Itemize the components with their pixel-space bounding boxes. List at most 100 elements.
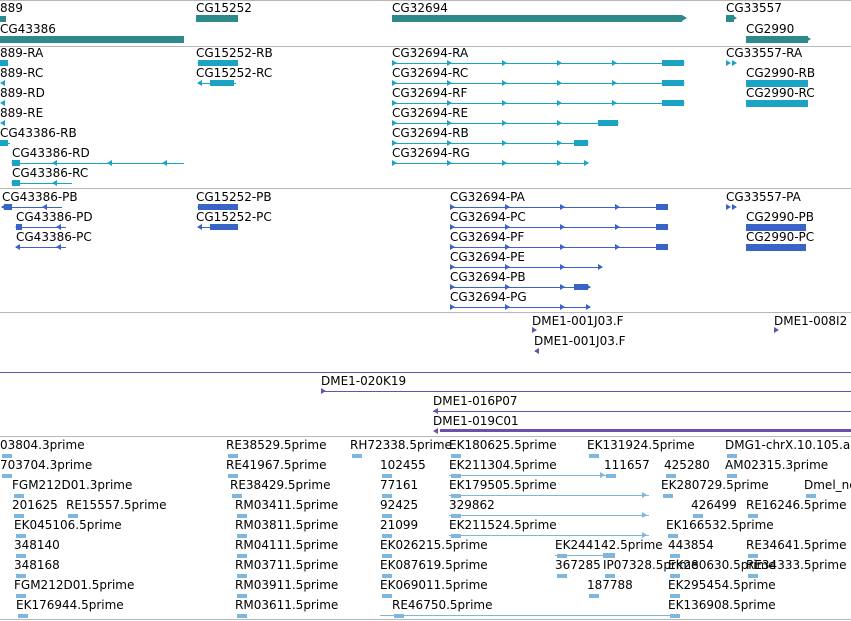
est-block[interactable]: [382, 534, 392, 538]
feature-label[interactable]: CG2990: [746, 22, 795, 36]
feature-label[interactable]: EK166532.5prime: [666, 518, 774, 532]
feature-label[interactable]: EK131924.5prime: [587, 438, 695, 452]
feature-label[interactable]: EK180625.5prime: [449, 438, 557, 452]
feature-label[interactable]: CG43386-RB: [0, 126, 77, 140]
gene-block[interactable]: [392, 15, 682, 22]
est-block[interactable]: [237, 554, 247, 558]
feature-label[interactable]: DME1-001J03.F: [532, 314, 624, 328]
feature-label[interactable]: 77161: [380, 478, 419, 492]
feature-label[interactable]: 348140: [14, 538, 60, 552]
exon-block[interactable]: [662, 100, 684, 106]
exon-block[interactable]: [0, 60, 8, 66]
est-block[interactable]: [382, 474, 392, 478]
exon-block[interactable]: [12, 160, 20, 166]
feature-label[interactable]: CG32694-RC: [392, 66, 469, 80]
feature-label[interactable]: CG32694-PC: [450, 210, 526, 224]
feature-label[interactable]: 367285: [555, 558, 601, 572]
est-block[interactable]: [237, 614, 247, 618]
feature-label[interactable]: Dmel_ne: [804, 478, 851, 492]
exon-block[interactable]: [210, 224, 238, 230]
feature-label[interactable]: 92425: [380, 498, 419, 512]
est-block[interactable]: [232, 494, 242, 498]
feature-label[interactable]: 21099: [380, 518, 419, 532]
feature-block[interactable]: [440, 429, 851, 432]
feature-label[interactable]: CG15252-RC: [196, 66, 273, 80]
est-block[interactable]: [228, 454, 238, 458]
feature-label[interactable]: EK211524.5prime: [449, 518, 557, 532]
feature-label[interactable]: RH72338.5prime: [350, 438, 452, 452]
feature-label[interactable]: CG15252-PC: [196, 210, 272, 224]
feature-block[interactable]: [0, 16, 6, 22]
est-block[interactable]: [382, 594, 392, 598]
est-block[interactable]: [2, 454, 12, 458]
feature-label[interactable]: 889-RE: [0, 106, 44, 120]
exon-block[interactable]: [12, 180, 20, 186]
est-block[interactable]: [666, 474, 676, 478]
est-block[interactable]: [451, 454, 461, 458]
feature-label[interactable]: 889-RC: [0, 66, 44, 80]
est-block[interactable]: [693, 514, 703, 518]
est-block[interactable]: [670, 554, 680, 558]
exon-block[interactable]: [198, 60, 238, 66]
est-block[interactable]: [670, 574, 680, 578]
feature-label[interactable]: CG32694-PB: [450, 270, 526, 284]
feature-label[interactable]: DME1-001J03.F: [534, 334, 626, 348]
feature-label[interactable]: CG33557-PA: [726, 190, 801, 204]
feature-label[interactable]: EK176944.5prime: [16, 598, 124, 612]
feature-label[interactable]: RE38529.5prime: [226, 438, 327, 452]
feature-label[interactable]: CG33557-RA: [726, 46, 803, 60]
est-block[interactable]: [589, 594, 599, 598]
est-block[interactable]: [237, 534, 247, 538]
feature-label[interactable]: CG2990-PC: [746, 230, 815, 244]
feature-label[interactable]: 425280: [664, 458, 710, 472]
est-block[interactable]: [606, 474, 616, 478]
feature-label[interactable]: CG32694-PF: [450, 230, 525, 244]
feature-label[interactable]: EK087619.5prime: [380, 558, 488, 572]
gene-block[interactable]: [746, 36, 808, 43]
exon-block[interactable]: [746, 80, 808, 87]
feature-label[interactable]: RM03711.5prime: [235, 558, 339, 572]
feature-label[interactable]: EK179505.5prime: [449, 478, 557, 492]
feature-label[interactable]: 889-RD: [0, 86, 45, 100]
feature-label[interactable]: CG43386-PB: [2, 190, 78, 204]
feature-label[interactable]: RE34333.5prime: [746, 558, 847, 572]
feature-label[interactable]: 703704.3prime: [0, 458, 93, 472]
est-block[interactable]: [748, 554, 758, 558]
feature-label[interactable]: EK244142.5prime: [555, 538, 663, 552]
feature-block[interactable]: [726, 15, 734, 22]
feature-label[interactable]: IP07328.5prime: [603, 558, 699, 572]
est-block[interactable]: [14, 494, 24, 498]
est-block[interactable]: [382, 554, 392, 558]
feature-label[interactable]: CG43386-RC: [12, 166, 89, 180]
feature-label[interactable]: CG32694-RA: [392, 46, 469, 60]
est-block[interactable]: [605, 574, 615, 578]
exon-block[interactable]: [574, 140, 588, 146]
feature-label[interactable]: CG32694-PA: [450, 190, 525, 204]
feature-label[interactable]: CG15252-PB: [196, 190, 272, 204]
feature-label[interactable]: EK069011.5prime: [380, 578, 488, 592]
gene-block[interactable]: [196, 15, 238, 22]
feature-label[interactable]: 426499: [691, 498, 737, 512]
exon-block[interactable]: [746, 244, 806, 251]
est-block[interactable]: [670, 594, 680, 598]
feature-label[interactable]: RM03611.5prime: [235, 598, 339, 612]
feature-label[interactable]: CG32694-RF: [392, 86, 468, 100]
feature-label[interactable]: DME1-016P07: [433, 394, 518, 408]
exon-block[interactable]: [574, 284, 588, 290]
est-block[interactable]: [237, 514, 247, 518]
feature-label[interactable]: CG2990-RC: [746, 86, 815, 100]
feature-label[interactable]: CG15252-RB: [196, 46, 273, 60]
feature-label[interactable]: 348168: [14, 558, 60, 572]
est-block[interactable]: [16, 594, 26, 598]
feature-label[interactable]: CG32694: [392, 1, 448, 15]
est-block[interactable]: [557, 574, 567, 578]
feature-label[interactable]: CG43386-PC: [16, 230, 92, 244]
feature-label[interactable]: RM03411.5prime: [235, 498, 339, 512]
feature-label[interactable]: CG32694-RB: [392, 126, 469, 140]
feature-label[interactable]: RM03811.5prime: [235, 518, 339, 532]
exon-block[interactable]: [598, 120, 618, 126]
gene-block[interactable]: [0, 36, 184, 43]
est-block[interactable]: [382, 574, 392, 578]
est-block[interactable]: [603, 553, 615, 558]
